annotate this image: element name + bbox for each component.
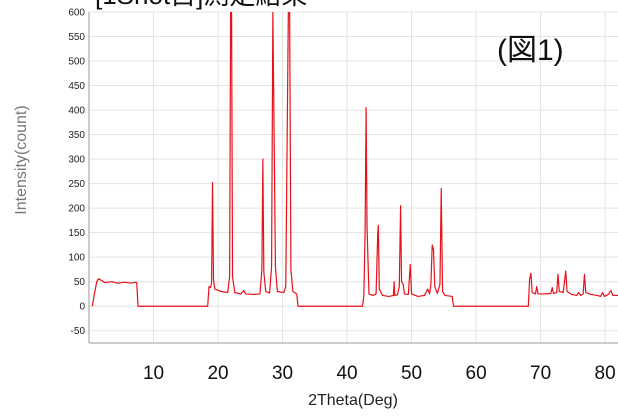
y-tick-label: 550 <box>68 32 85 43</box>
x-tick-label: 20 <box>207 363 228 384</box>
y-tick-label: 250 <box>68 179 85 190</box>
y-tick-label: 300 <box>68 155 85 166</box>
y-axis-title: Intensity(count) <box>13 105 30 214</box>
y-tick-label: -50 <box>71 326 86 337</box>
x-tick-labels: 10 20 30 40 50 60 70 80 <box>143 363 616 384</box>
x-tick-label: 40 <box>336 363 357 384</box>
y-tick-label: 100 <box>68 253 85 264</box>
x-tick-label: 70 <box>530 363 551 384</box>
y-tick-label: 150 <box>68 228 85 239</box>
y-tick-label: 400 <box>68 106 85 117</box>
x-tick-label: 80 <box>595 363 616 384</box>
plot-area <box>89 12 618 343</box>
series-line <box>91 12 618 307</box>
x-tick-label: 10 <box>143 363 164 384</box>
y-tick-label: 450 <box>68 81 85 92</box>
y-tick-label: 600 <box>68 8 85 19</box>
chart-title: [1Shot目]測定結果 <box>95 0 307 10</box>
y-tick-label: 200 <box>68 204 85 215</box>
x-axis-title: 2Theta(Deg) <box>308 392 398 409</box>
y-tick-label: 350 <box>68 130 85 141</box>
figure-annotation: (図1) <box>497 34 564 67</box>
grid <box>89 11 618 343</box>
y-tick-label: 500 <box>68 57 85 68</box>
x-tick-label: 50 <box>401 363 422 384</box>
y-tick-label: 0 <box>79 302 85 313</box>
x-tick-label: 30 <box>272 363 293 384</box>
data-line-layer <box>91 12 618 307</box>
y-tick-label: 50 <box>74 277 86 288</box>
x-tick-label: 60 <box>466 363 487 384</box>
y-tick-labels: -50 0 50 100 150 200 250 300 350 400 450 500 550 600 <box>68 8 85 338</box>
